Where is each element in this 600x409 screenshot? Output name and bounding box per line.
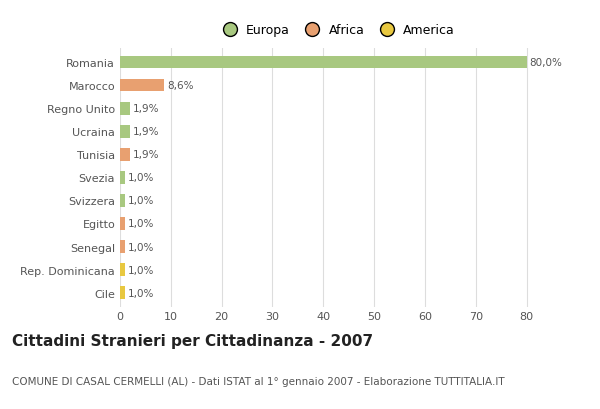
Bar [120,195,125,207]
Bar [120,240,125,253]
Text: 80,0%: 80,0% [530,58,563,68]
Text: 8,6%: 8,6% [167,81,193,91]
Bar [120,103,130,115]
Legend: Europa, Africa, America: Europa, Africa, America [212,19,460,42]
Text: 1,0%: 1,0% [128,219,155,229]
Text: 1,9%: 1,9% [133,104,159,114]
Text: 1,9%: 1,9% [133,150,159,160]
Text: COMUNE DI CASAL CERMELLI (AL) - Dati ISTAT al 1° gennaio 2007 - Elaborazione TUT: COMUNE DI CASAL CERMELLI (AL) - Dati IST… [12,376,505,386]
Bar [120,80,164,92]
Text: 1,0%: 1,0% [128,173,155,183]
Bar [120,126,130,138]
Text: Cittadini Stranieri per Cittadinanza - 2007: Cittadini Stranieri per Cittadinanza - 2… [12,333,373,348]
Text: 1,0%: 1,0% [128,288,155,298]
Bar [120,148,130,161]
Text: 1,0%: 1,0% [128,196,155,206]
Text: 1,9%: 1,9% [133,127,159,137]
Text: 1,0%: 1,0% [128,265,155,275]
Bar [120,172,125,184]
Bar [120,56,527,69]
Bar [120,218,125,230]
Bar [120,287,125,299]
Text: 1,0%: 1,0% [128,242,155,252]
Bar [120,264,125,276]
